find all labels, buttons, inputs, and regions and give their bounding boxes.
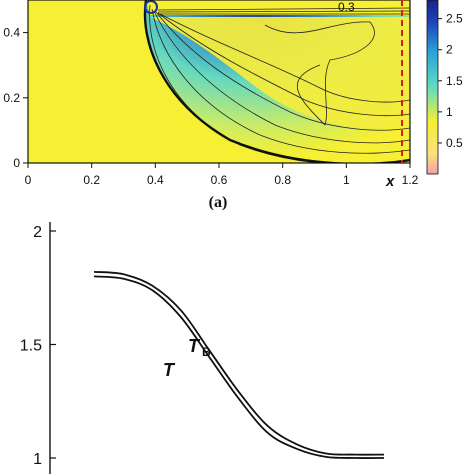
colorbar-tick-label: 2 bbox=[446, 43, 453, 57]
colorbar-gradient bbox=[426, 0, 439, 175]
panel-a-caption: (a) bbox=[209, 194, 228, 211]
y-axis-a: 0 0.2 0.4 bbox=[3, 26, 28, 170]
x-tick-label-a: 0.2 bbox=[83, 173, 100, 187]
x-tick-label-a: 1.2 bbox=[402, 173, 419, 187]
colorbar-tick-label: 0.5 bbox=[446, 136, 463, 150]
y-tick-label-b: 1.5 bbox=[20, 338, 42, 355]
stagnation-point bbox=[144, 0, 158, 14]
contour-lines bbox=[143, 0, 410, 163]
x-tick-label-a: 0.8 bbox=[274, 173, 291, 187]
colorbar-tick-label: 1.5 bbox=[446, 74, 463, 88]
series-line-tb bbox=[93, 270, 385, 456]
y-tick-label-a: 0.2 bbox=[3, 91, 20, 105]
colorbar: 0.5 1 1.5 2 2.5 bbox=[426, 0, 463, 175]
x-tick-label-a: 0 bbox=[25, 173, 32, 187]
x-axis-a: 0 0.2 0.4 0.6 0.8 1 1.2 bbox=[25, 163, 419, 187]
panel-a: 0.3 x 0 0.2 0.4 0.6 0.8 1 1.2 0 0.2 0.4 0.5 1 1.5 2… bbox=[3, 0, 463, 211]
label-t: T bbox=[163, 360, 176, 380]
x-tick-label-a: 0.6 bbox=[211, 173, 228, 187]
colorbar-tick-label: 1 bbox=[446, 105, 453, 119]
series-line-t bbox=[93, 275, 385, 459]
y-tick-label-b: 2 bbox=[33, 224, 42, 241]
panel-b: 1 1.5 2 T T B bbox=[20, 222, 385, 474]
y-tick-label-a: 0 bbox=[13, 156, 20, 170]
contour-label: 0.3 bbox=[338, 0, 355, 14]
y-tick-label-b: 1 bbox=[33, 451, 42, 468]
x-tick-label-a: 0.4 bbox=[147, 173, 164, 187]
flow-pocket bbox=[150, 17, 410, 129]
x-tick-label-a: 1 bbox=[343, 173, 350, 187]
colorbar-tick-label: 2.5 bbox=[446, 12, 463, 26]
label-tb-subscript: B bbox=[202, 345, 211, 359]
label-tb: T bbox=[188, 336, 201, 356]
x-marker-label: x bbox=[385, 173, 395, 190]
y-tick-label-a: 0.4 bbox=[3, 26, 20, 40]
